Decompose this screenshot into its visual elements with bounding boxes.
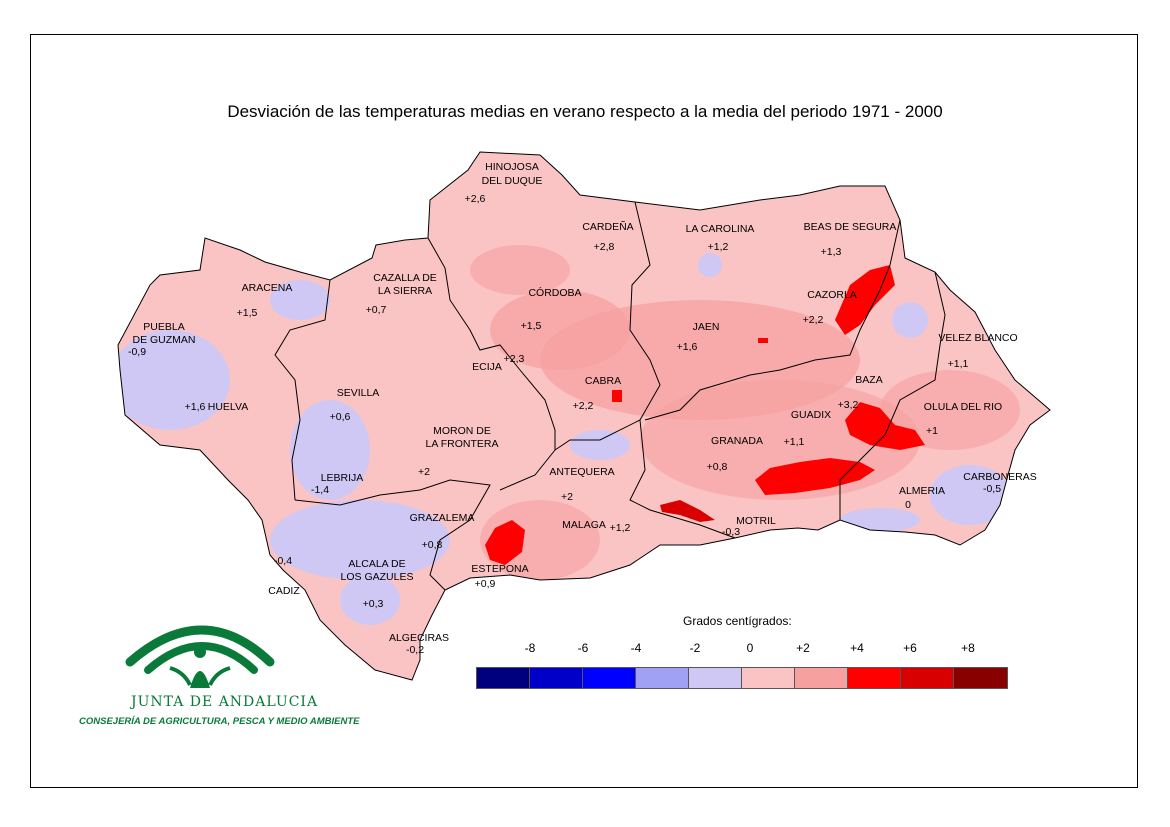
station-name: ECIJA [472,361,502,373]
legend-swatch [742,668,795,688]
station-name: LEBRIJA [321,472,364,484]
station-name: VELEZ BLANCO [938,332,1017,344]
station-name: ANTEQUERA [549,466,614,478]
legend-tick: -2 [689,641,701,655]
map-frame [30,34,1138,788]
station-name: HUELVA [208,401,248,413]
station-name: OLULA DEL RIO [924,401,1002,413]
station-value: +2,2 [803,314,824,326]
station-name: GRANADA [711,435,763,447]
station-labels: HINOJOSA DEL DUQUE +2,6 CARDEÑA +2,8 LA … [128,161,1037,656]
station-name-line2: DE GUZMAN [133,334,196,346]
station-name: BEAS DE SEGURA [804,221,897,233]
station-value: +2,2 [573,400,594,412]
legend-tick: +2 [796,641,810,655]
station-name: MOTRIL [736,515,776,527]
station-name: ALGECIRAS [389,632,449,644]
legend-swatch [636,668,689,688]
station-name: GRAZALEMA [410,512,475,524]
legend-color-scale [476,667,1008,689]
station-value: +0,9 [475,578,496,590]
legend-title: Grados centígrados: [683,614,792,628]
legend-swatch [795,668,848,688]
station-value: -0,2 [406,644,424,656]
legend-swatch [530,668,583,688]
station-value: +0,8 [707,461,728,473]
legend-swatch [583,668,636,688]
station-value: -0,3 [722,526,740,538]
station-value: +1,6 [677,341,698,353]
station-name: CADIZ [268,585,300,597]
map-title: Desviación de las temperaturas medias en… [227,102,943,121]
station-name: GUADIX [791,409,831,421]
station-value: +1,2 [708,241,729,253]
station-value: -0,9 [128,346,146,358]
logo-name: JUNTA DE ANDALUCIA [131,694,319,710]
station-name: MALAGA [562,519,606,531]
station-name: ARACENA [242,282,293,294]
station-value: -1,4 [311,484,329,496]
legend-tick: +8 [961,641,975,655]
station-value: +1 [926,425,938,437]
station-name: BAZA [855,374,882,386]
station-value: +1,1 [948,358,969,370]
station-name: ALCALA DE [348,558,405,570]
station-name: JAEN [693,321,720,333]
station-name: CAZALLA DE [373,272,437,284]
station-value: +0,3 [363,598,384,610]
station-value: +0,7 [366,304,387,316]
station-name: ESTEPONA [471,563,528,575]
legend-tick: -6 [577,641,589,655]
station-value: +1,5 [237,307,258,319]
station-value: +1,3 [821,246,842,258]
station-value: +2,3 [504,353,525,365]
station-name-line2: LA SIERRA [378,285,432,297]
station-value: +0,6 [330,411,351,423]
station-value: 0 [905,499,911,511]
legend-tick: -4 [630,641,642,655]
legend-tick: 0 [746,641,754,655]
station-value: +3,2 [838,399,859,411]
station-value: +1,2 [610,522,631,534]
legend-swatch [477,668,530,688]
station-name: CARBONERAS [963,471,1037,483]
station-name: CARDEÑA [582,220,633,233]
province-borders [117,151,1051,681]
station-name: SEVILLA [337,387,380,399]
station-value: +2 [418,466,430,478]
station-name: CAZORLA [807,289,857,301]
station-value: -0,4 [274,555,292,567]
legend-swatch [954,668,1007,688]
station-name: ALMERIA [899,485,945,497]
station-value: +2,8 [594,241,615,253]
station-value: +1,5 [521,320,542,332]
junta-andalucia-logo [125,625,275,688]
station-name-line2: DEL DUQUE [482,175,543,187]
station-name: PUEBLA [143,321,184,333]
station-value: +2,6 [465,193,486,205]
station-value: +1,6 [185,401,206,413]
station-name: CABRA [585,375,621,387]
station-value: -0,5 [983,483,1001,495]
station-value: +1,1 [784,436,805,448]
station-name: MORON DE [433,425,491,437]
station-name: HINOJOSA [485,161,539,173]
legend-swatch [901,668,954,688]
station-value: +2 [561,491,573,503]
station-name: CÓRDOBA [528,286,581,299]
station-value: +0,8 [422,539,443,551]
legend-swatch [689,668,742,688]
logo-subtitle: CONSEJERÍA DE AGRICULTURA, PESCA Y MEDIO… [79,716,360,727]
station-name-line2: LA FRONTERA [426,438,499,450]
legend-tick: +6 [903,641,917,655]
station-name: LA CAROLINA [686,223,755,235]
station-name-line2: LOS GAZULES [341,571,414,583]
legend-tick: +4 [850,641,864,655]
legend-swatch [848,668,901,688]
legend-tick: -8 [524,641,536,655]
